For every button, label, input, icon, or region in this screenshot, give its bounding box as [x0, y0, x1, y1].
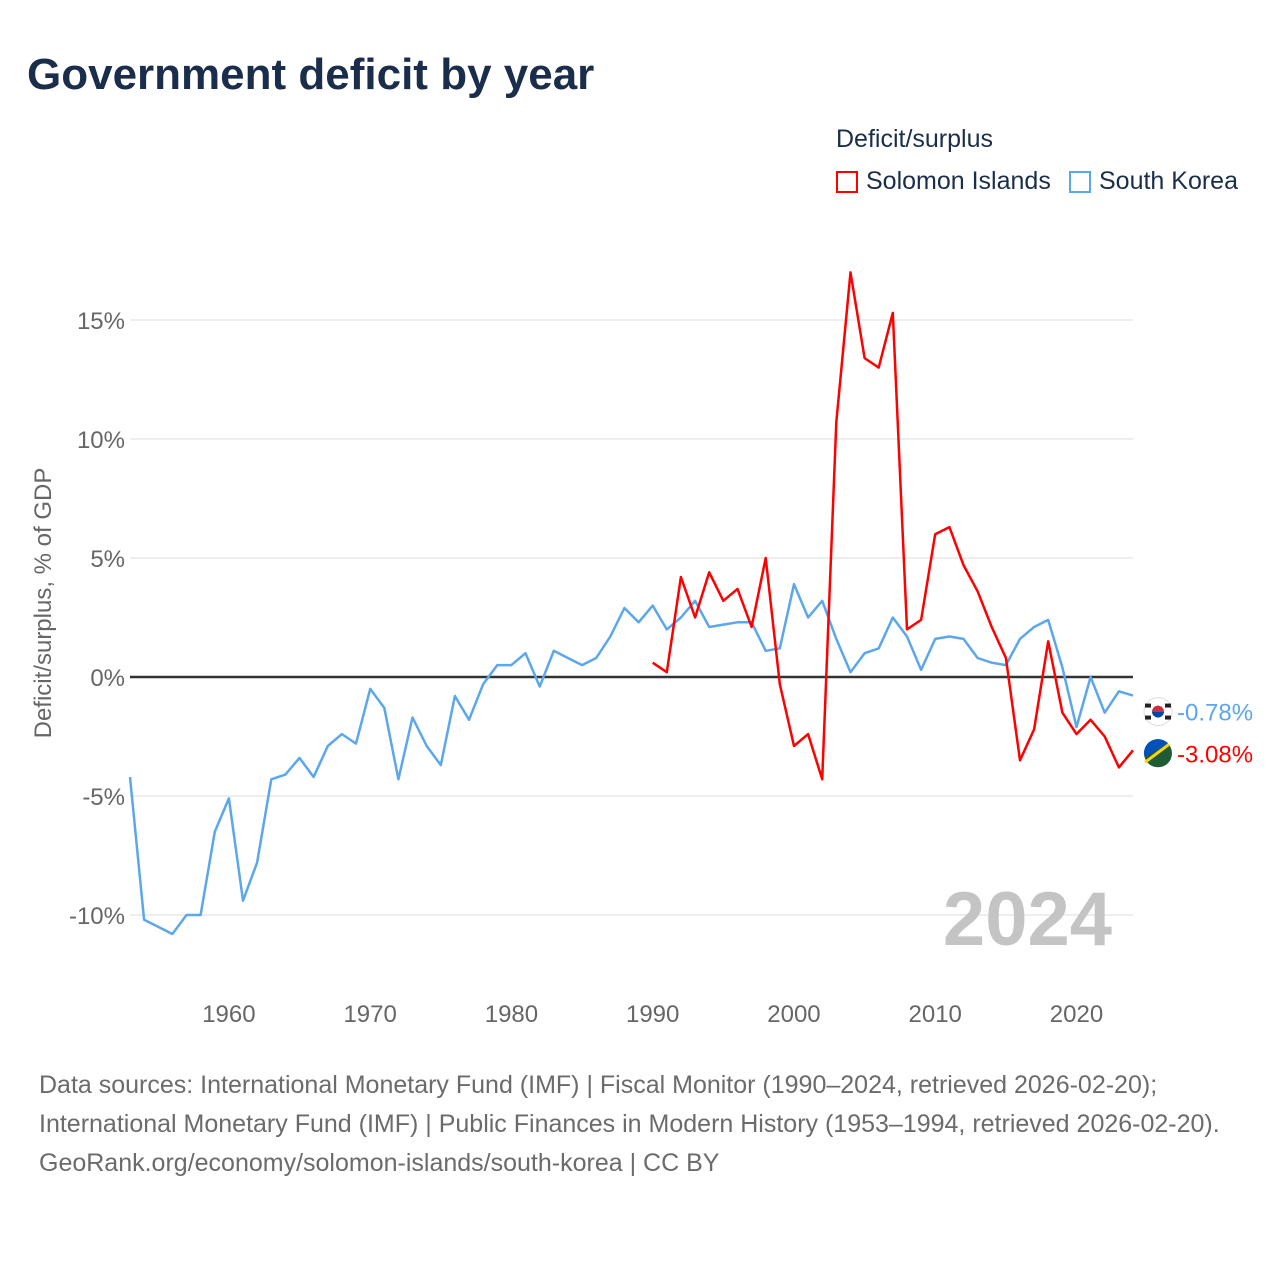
- x-tick-label: 2020: [1050, 1001, 1103, 1028]
- legend-item-solomon-islands[interactable]: Solomon Islands: [836, 167, 1051, 196]
- year-watermark: 2024: [943, 877, 1112, 962]
- legend-title: Deficit/surplus: [836, 125, 993, 153]
- legend-item-south-korea[interactable]: South Korea: [1069, 167, 1238, 196]
- x-tick-label: 2000: [767, 1001, 820, 1028]
- chart-title: Government deficit by year: [27, 50, 595, 99]
- series-line-south-korea: [128, 582, 1134, 936]
- flag-trigram: [1145, 715, 1151, 720]
- flag-blue-field: [1143, 739, 1168, 758]
- x-tick-label: 1980: [485, 1001, 538, 1028]
- end-label-south-korea: -0.78%: [1177, 700, 1253, 727]
- legend-swatch: [1069, 170, 1091, 193]
- legend-label: Solomon Islands: [866, 167, 1051, 195]
- y-axis-label: Deficit/surplus, % of GDP: [30, 468, 57, 739]
- y-tick-label: 15%: [77, 308, 125, 335]
- flag-trigram: [1165, 715, 1171, 720]
- flag-taeguk-blue: [1152, 711, 1164, 718]
- flag-diagonal-stripe: [1144, 743, 1170, 764]
- end-label-solomon-islands: -3.08%: [1177, 741, 1253, 768]
- x-tick-label: 1990: [626, 1001, 679, 1028]
- footer: Data sources: International Monetary Fun…: [39, 1066, 1239, 1183]
- data-sources: Data sources: International Monetary Fun…: [39, 1071, 1220, 1138]
- x-tick-label: 2010: [909, 1001, 962, 1028]
- y-tick-label: 10%: [77, 427, 125, 454]
- legend-label: South Korea: [1099, 167, 1238, 195]
- y-tick-label: 0%: [90, 665, 125, 692]
- y-tick-label: -10%: [69, 903, 125, 930]
- flag-trigram: [1165, 703, 1171, 708]
- credit-link[interactable]: GeoRank.org/economy/solomon-islands/sout…: [39, 1149, 720, 1177]
- flag-taeguk-red: [1152, 705, 1164, 712]
- x-tick-label: 1960: [202, 1001, 255, 1028]
- series-line-solomon-islands: [652, 271, 1134, 781]
- y-tick-label: -5%: [82, 784, 125, 811]
- flag-trigram: [1145, 703, 1151, 708]
- y-tick-label: 5%: [90, 546, 125, 573]
- x-tick-label: 1970: [343, 1001, 396, 1028]
- legend-swatch: [836, 170, 858, 193]
